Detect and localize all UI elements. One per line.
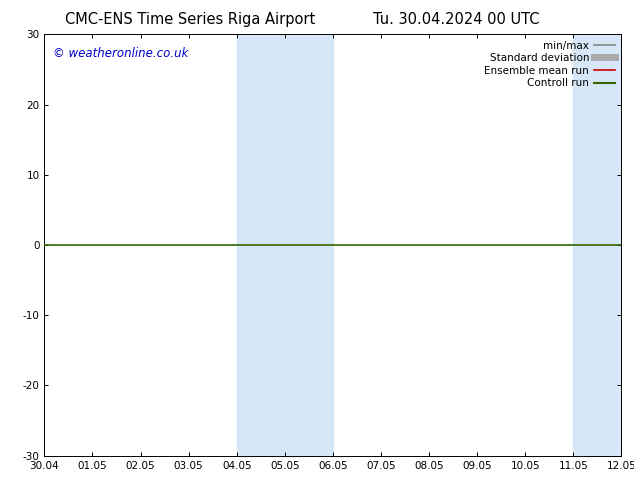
Text: CMC-ENS Time Series Riga Airport: CMC-ENS Time Series Riga Airport [65, 12, 315, 27]
Bar [285, 34, 333, 456]
Text: Tu. 30.04.2024 00 UTC: Tu. 30.04.2024 00 UTC [373, 12, 540, 27]
Bar [573, 34, 621, 456]
Bar [236, 34, 285, 456]
Legend: min/max, Standard deviation, Ensemble mean run, Controll run: min/max, Standard deviation, Ensemble me… [480, 36, 619, 93]
Text: © weatheronline.co.uk: © weatheronline.co.uk [53, 47, 188, 60]
